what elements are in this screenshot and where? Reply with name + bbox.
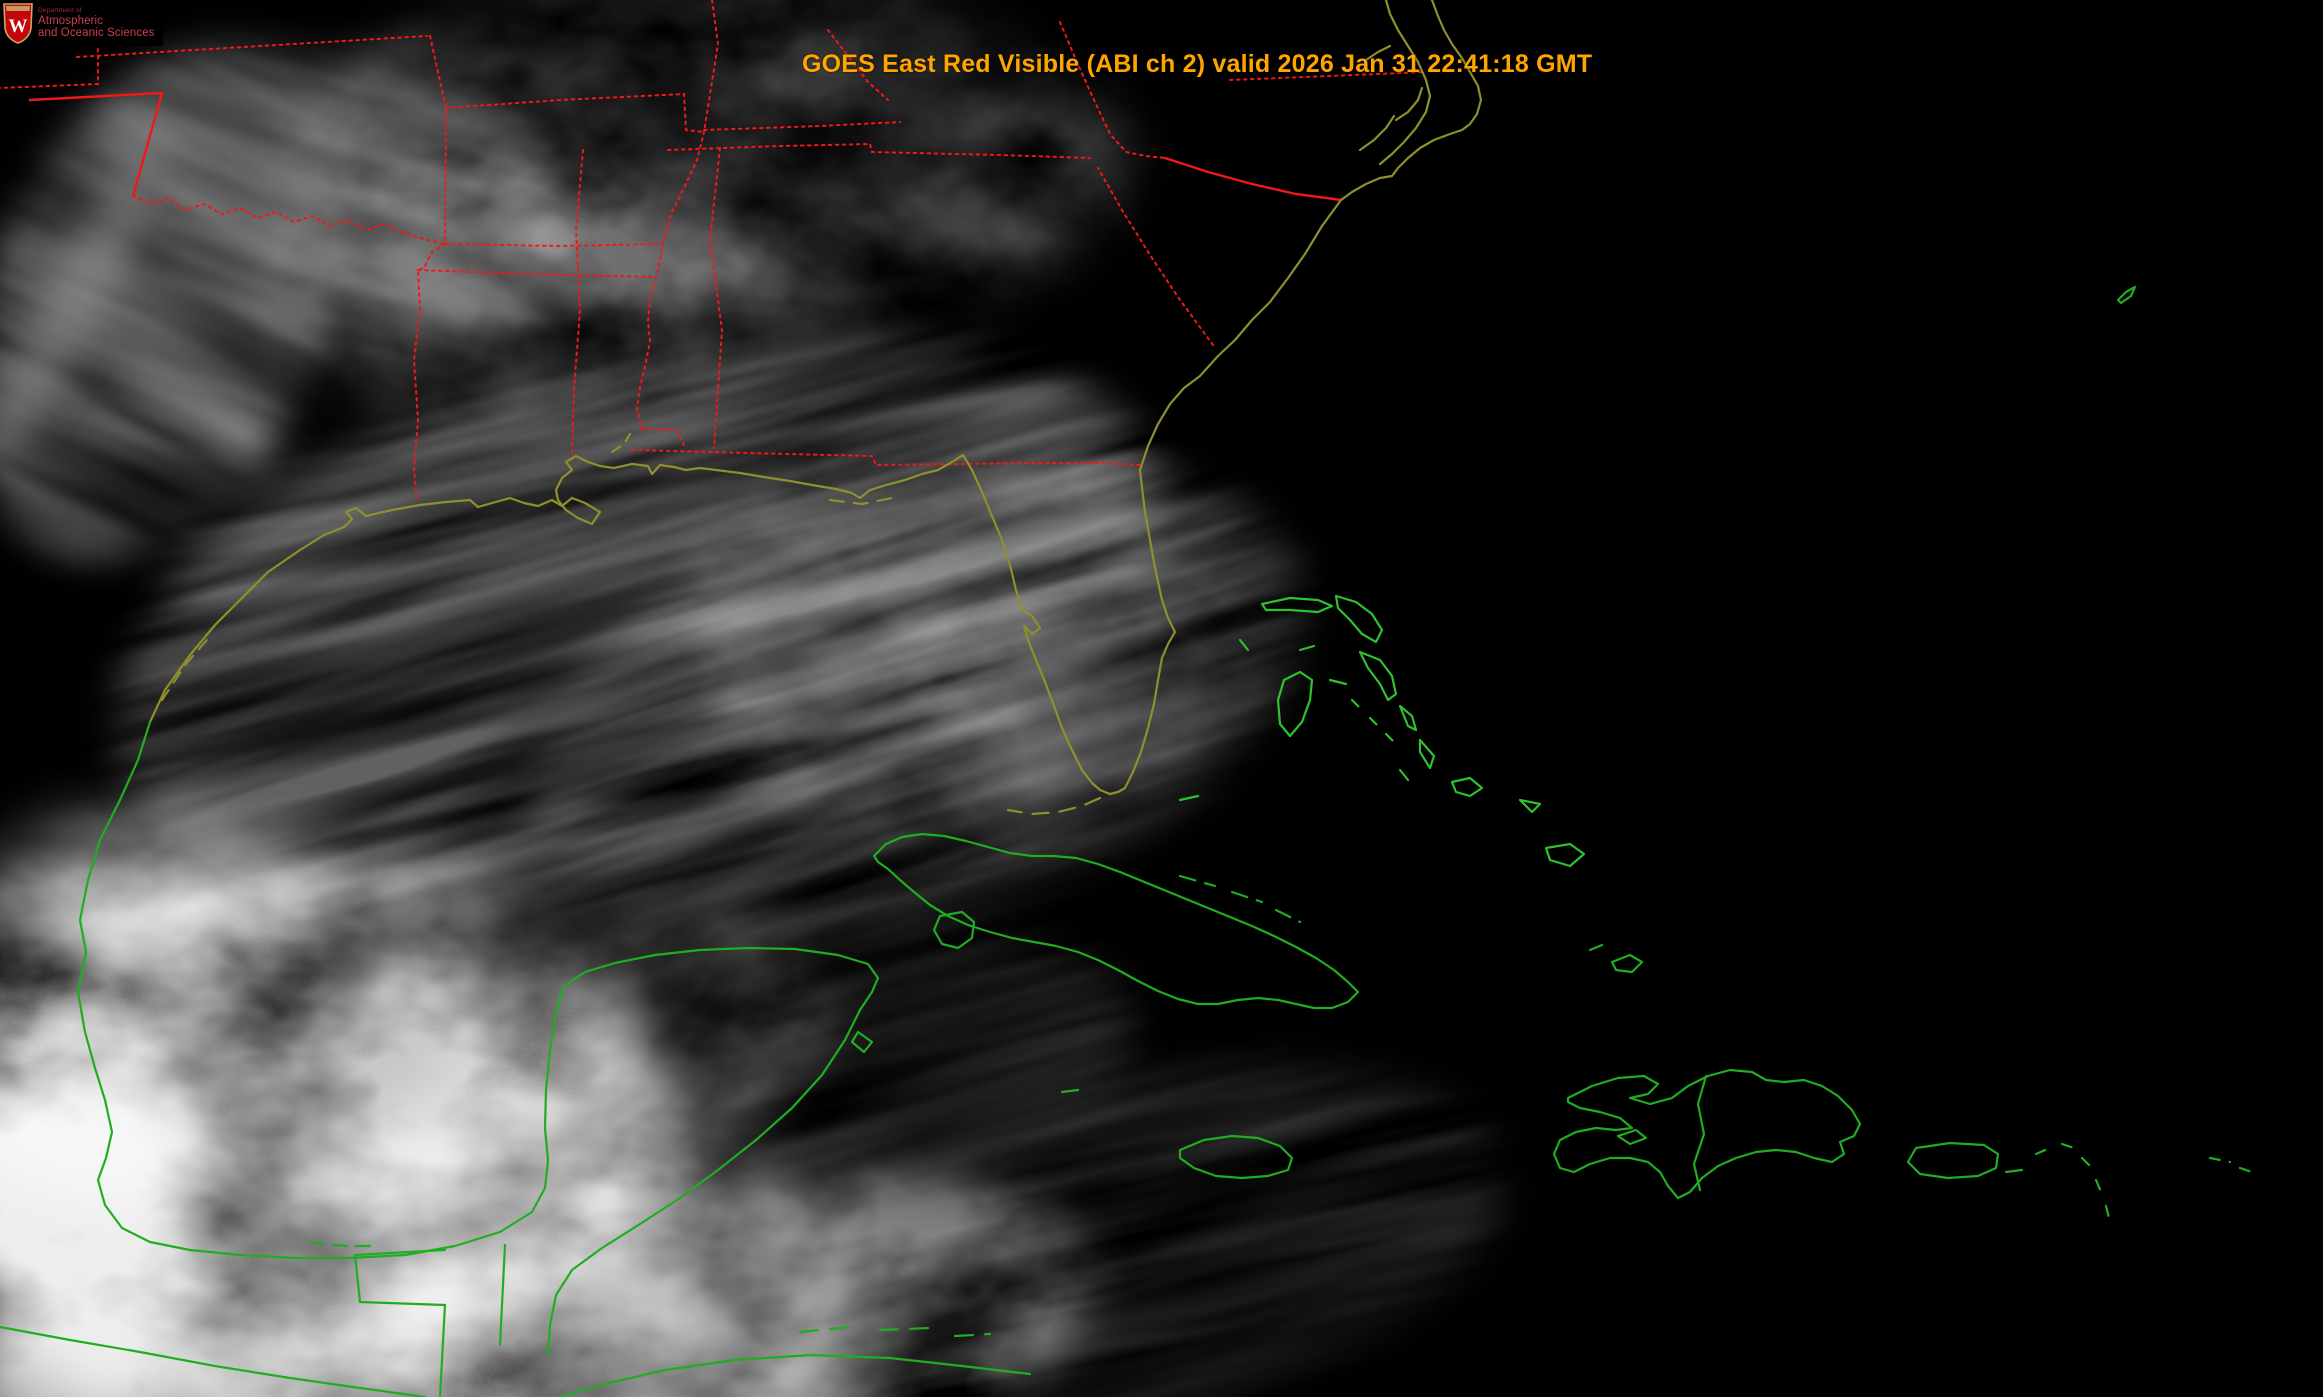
coast-hispaniola (1552, 1068, 1862, 1200)
island-mayaguana (1518, 798, 1542, 814)
border-nc-sc (1163, 156, 1343, 202)
coast-laguna-terminos (308, 1240, 380, 1248)
island-new-providence (1328, 678, 1348, 686)
coast-pamlico-inner (1358, 44, 1424, 152)
coast-gulf-atlantic (148, 0, 1483, 796)
border-ky-tn-north (445, 92, 705, 133)
coast-puerto-rico (1906, 1141, 2000, 1180)
island-bimini (1238, 638, 1250, 652)
terminator-shading (1250, 0, 2323, 1397)
border-tx-panhandle (28, 91, 164, 198)
border-tn-nc (1059, 21, 1166, 159)
border-haiti-dr (1692, 1074, 1708, 1192)
island-long (1418, 738, 1436, 770)
state-borders (0, 0, 1426, 503)
coast-pacific-mexico (0, 1325, 427, 1397)
intl-coastline (0, 285, 2254, 1397)
island-crooked (1450, 776, 1484, 798)
islands-exuma (1350, 698, 1398, 746)
border-tn-south (667, 142, 1091, 159)
svg-text:W: W (9, 16, 28, 37)
coast-chandeleur (610, 432, 632, 454)
border-fl-north (631, 449, 1141, 467)
logo-dept-line: Department of (38, 7, 82, 15)
coast-texas-laguna (160, 632, 214, 702)
border-mississippi-river (635, 0, 720, 431)
border-ky-tn-east (703, 121, 901, 131)
islands-lesser-antilles (2034, 1142, 2254, 1224)
island-bermuda (2116, 285, 2137, 305)
island-abaco (1334, 594, 1384, 644)
uw-crest-icon: W (3, 3, 33, 44)
island-inagua (1544, 842, 1586, 868)
island-isle-of-youth (932, 910, 976, 950)
cloud-layer (0, 0, 1504, 1397)
island-cayman (1060, 1088, 1080, 1094)
border-ms-al (571, 149, 584, 456)
border-ky-va (827, 29, 889, 101)
cuba-north-keys (1178, 874, 1302, 924)
logo-atmospheric-line: Atmospheric (38, 14, 104, 27)
border-mo-west (429, 35, 448, 245)
border-mo-ar (444, 243, 664, 248)
islands-bay-honduras (798, 1325, 992, 1338)
coast-apalachicola-barrier (828, 496, 894, 506)
border-red-river (132, 195, 446, 245)
island-vieques (2004, 1168, 2024, 1174)
coast-outer-banks-inner (1378, 0, 1432, 166)
border-la-ms-south (641, 427, 685, 446)
us-coastline (148, 0, 1483, 816)
island-berry (1298, 644, 1316, 652)
border-belize-guatemala (498, 1243, 507, 1347)
border-ks-ok (76, 35, 428, 58)
border-ar-la (417, 269, 653, 278)
island-ragged (1398, 768, 1410, 782)
bahamas-coastline (1178, 594, 1586, 868)
island-eleuthera (1358, 650, 1398, 702)
border-ga-sc (1097, 167, 1214, 346)
product-title: GOES East Red Visible (ABI ch 2) valid 2… (802, 50, 1593, 78)
border-mexico-guatemala (353, 1248, 447, 1397)
island-gonave (1616, 1128, 1648, 1146)
islands-turks (1588, 943, 1644, 974)
coast-florida-keys (1006, 796, 1102, 816)
coast-cuba (872, 832, 1360, 1010)
uw-aos-logo: W Department of Atmospheric and Oceanic … (0, 0, 163, 46)
coast-mexico-yucatan (76, 720, 880, 1357)
island-cat (1398, 704, 1418, 732)
island-andros (1276, 670, 1314, 738)
state-borders-solid (28, 91, 1343, 202)
coast-honduras (558, 1353, 1032, 1397)
coast-jamaica (1178, 1134, 1294, 1180)
cay-sal-bank (1178, 794, 1200, 802)
border-tx-ar-la (412, 243, 446, 503)
border-va-nc (1229, 71, 1426, 81)
logo-text: Department of Atmospheric and Oceanic Sc… (38, 7, 155, 39)
island-grand-bahama (1260, 596, 1334, 614)
logo-oceanic-line: and Oceanic Sciences (38, 26, 155, 39)
island-cozumel (850, 1030, 874, 1054)
